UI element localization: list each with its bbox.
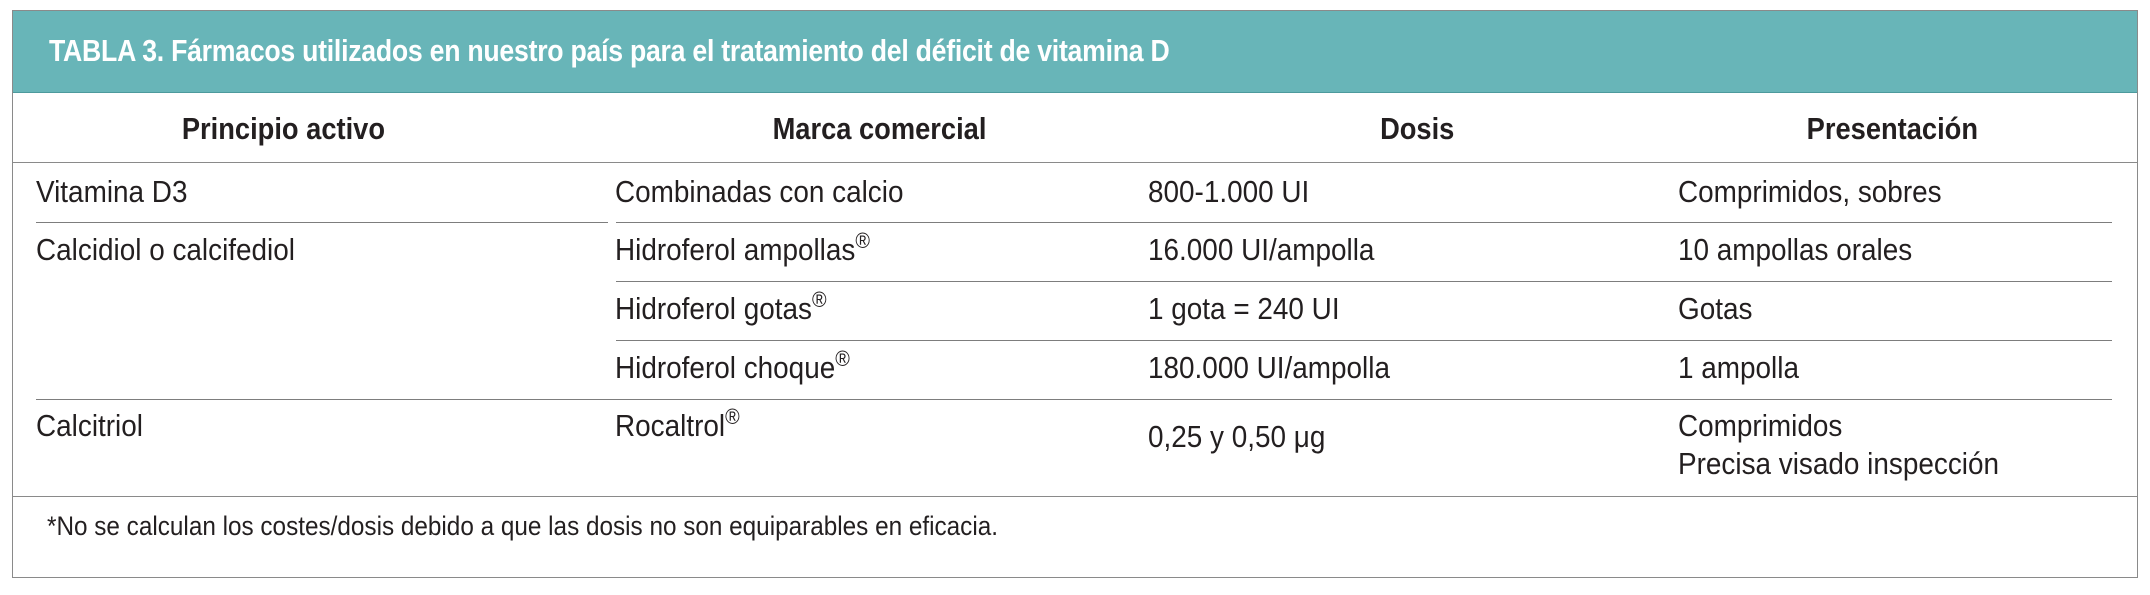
row-divider (36, 399, 2112, 400)
row-5-presentacion-line-2: Precisa visado inspección (1678, 446, 2000, 481)
row-divider (616, 340, 2112, 341)
row-divider (616, 281, 2112, 282)
footer-divider (13, 496, 2137, 497)
row-1-marca: Combinadas con calcio (615, 174, 904, 209)
header-presentacion: Presentación (1806, 111, 1979, 146)
row-3-presentacion: Gotas (1678, 291, 1753, 326)
row-divider (36, 222, 608, 223)
row-3-marca: Hidroferol gotas® (615, 287, 827, 327)
row-1-presentacion: Comprimidos, sobres (1678, 174, 1942, 209)
table-title-bar: TABLA 3. Fármacos utilizados en nuestro … (13, 11, 2137, 93)
header-marca-comercial: Marca comercial (772, 111, 987, 146)
row-5-principio: Calcitriol (36, 408, 143, 443)
header-dosis: Dosis (1380, 111, 1455, 146)
table-footnote: *No se calculan los costes/dosis debido … (47, 511, 998, 541)
row-5-marca: Rocaltrol® (615, 404, 740, 444)
row-5-presentacion-line-1: Comprimidos (1678, 408, 1843, 443)
row-2-presentacion: 10 ampollas orales (1678, 232, 1913, 267)
row-3-dosis: 1 gota = 240 UI (1148, 291, 1340, 326)
row-2-marca: Hidroferol ampollas® (615, 228, 870, 268)
row-5-presentacion: Comprimidos Precisa visado inspección (1678, 407, 1999, 483)
row-2-dosis: 16.000 UI/ampolla (1148, 232, 1375, 267)
row-4-presentacion: 1 ampolla (1678, 350, 1799, 385)
row-divider (616, 222, 2112, 223)
table-title: TABLA 3. Fármacos utilizados en nuestro … (49, 33, 1170, 68)
row-2-principio: Calcidiol o calcifediol (36, 232, 295, 267)
row-5-dosis: 0,25 y 0,50 μg (1148, 419, 1326, 454)
drug-table: TABLA 3. Fármacos utilizados en nuestro … (12, 10, 2138, 578)
row-4-marca: Hidroferol choque® (615, 346, 850, 386)
table-header-row: Principio activo Marca comercial Dosis P… (13, 93, 2137, 163)
row-1-principio: Vitamina D3 (36, 174, 188, 209)
header-principio-activo: Principio activo (181, 111, 385, 146)
row-4-dosis: 180.000 UI/ampolla (1148, 350, 1390, 385)
row-1-dosis: 800-1.000 UI (1148, 174, 1310, 209)
